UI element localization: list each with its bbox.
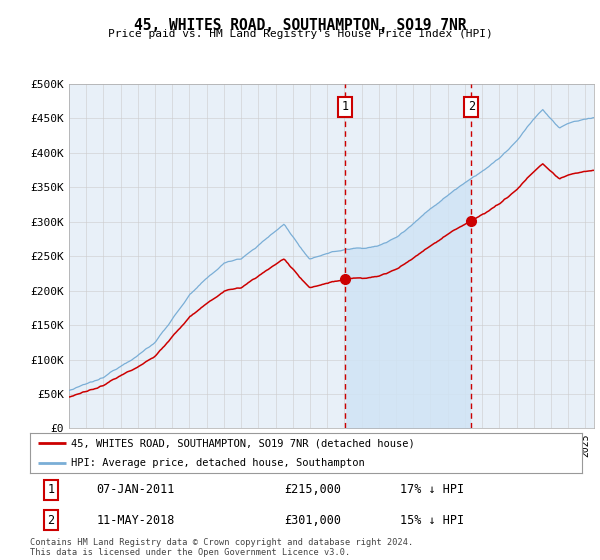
Text: 45, WHITES ROAD, SOUTHAMPTON, SO19 7NR: 45, WHITES ROAD, SOUTHAMPTON, SO19 7NR <box>134 18 466 33</box>
Text: 1: 1 <box>47 483 55 496</box>
Text: £301,000: £301,000 <box>284 514 341 526</box>
Text: 1: 1 <box>341 100 349 113</box>
Text: 15% ↓ HPI: 15% ↓ HPI <box>400 514 464 526</box>
Text: 45, WHITES ROAD, SOUTHAMPTON, SO19 7NR (detached house): 45, WHITES ROAD, SOUTHAMPTON, SO19 7NR (… <box>71 438 415 449</box>
Text: Price paid vs. HM Land Registry's House Price Index (HPI): Price paid vs. HM Land Registry's House … <box>107 29 493 39</box>
Text: 2: 2 <box>468 100 475 113</box>
Text: 17% ↓ HPI: 17% ↓ HPI <box>400 483 464 496</box>
Text: 07-JAN-2011: 07-JAN-2011 <box>96 483 175 496</box>
Text: HPI: Average price, detached house, Southampton: HPI: Average price, detached house, Sout… <box>71 458 365 468</box>
Text: 2: 2 <box>47 514 55 526</box>
Text: 11-MAY-2018: 11-MAY-2018 <box>96 514 175 526</box>
Text: £215,000: £215,000 <box>284 483 341 496</box>
Text: Contains HM Land Registry data © Crown copyright and database right 2024.
This d: Contains HM Land Registry data © Crown c… <box>30 538 413 557</box>
